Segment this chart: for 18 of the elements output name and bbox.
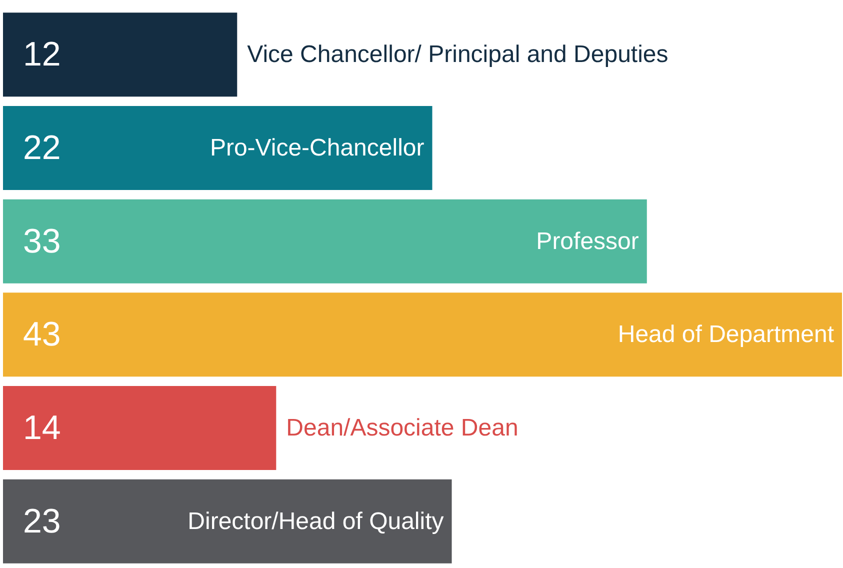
- bar: [3, 12, 238, 97]
- y-tick-label: Director/Head of Quality: [188, 508, 444, 535]
- bar: [3, 199, 647, 284]
- bar: [3, 292, 842, 377]
- data-label: 12: [23, 36, 61, 74]
- y-tick-label: Dean/Associate Dean: [286, 414, 518, 442]
- y-tick-label: Professor: [536, 228, 639, 255]
- data-label: 14: [23, 409, 61, 447]
- bar: [3, 479, 452, 564]
- y-tick-label: Pro-Vice-Chancellor: [210, 134, 424, 162]
- data-label: 43: [23, 316, 61, 354]
- bar: [3, 386, 276, 470]
- y-tick-label: Head of Department: [618, 321, 834, 348]
- data-label: 22: [23, 129, 61, 167]
- y-tick-label: Vice Chancellor/ Principal and Deputies: [247, 41, 668, 68]
- bar: [3, 106, 432, 190]
- data-label: 23: [23, 502, 61, 540]
- data-label: 33: [23, 222, 61, 260]
